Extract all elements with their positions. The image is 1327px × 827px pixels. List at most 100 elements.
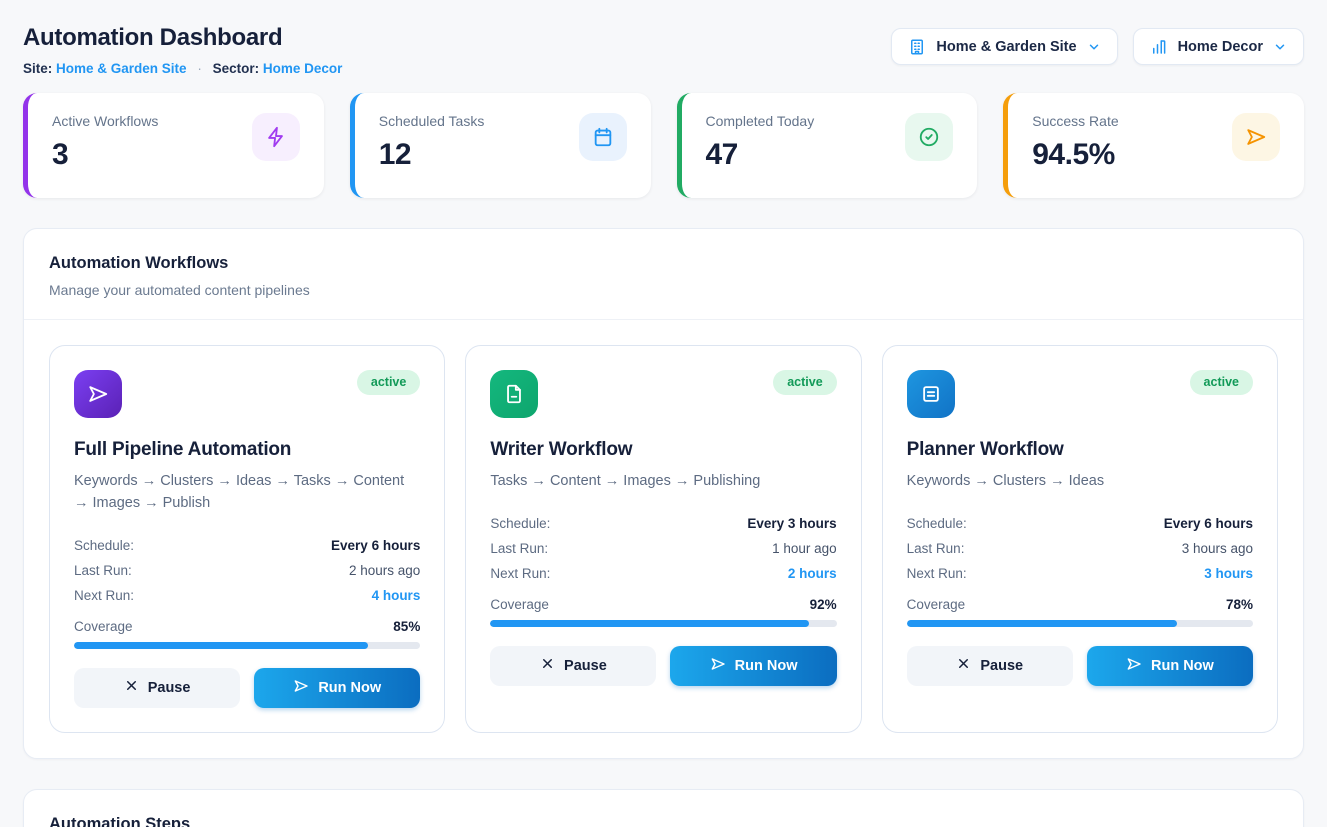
stat-value: 12 (378, 138, 412, 171)
status-badge: active (773, 370, 837, 395)
workflow-card-writer: active Writer Workflow Tasks → Content →… (465, 345, 862, 733)
header-left: Automation Dashboard Site: Home & Garden… (23, 24, 342, 76)
separator-dot: · (197, 61, 202, 76)
coverage-value: 92% (809, 596, 837, 612)
next-run-value: 3 hours (1204, 565, 1253, 581)
site-link[interactable]: Home & Garden Site (56, 61, 187, 76)
header-dropdowns: Home & Garden Site Home Decor (891, 24, 1304, 65)
page-header: Automation Dashboard Site: Home & Garden… (23, 24, 1304, 76)
schedule-label: Schedule: (906, 515, 967, 531)
sector-label: Sector: (212, 61, 260, 76)
last-run-label: Last Run: (906, 540, 965, 556)
last-run-label: Last Run: (490, 540, 549, 556)
workflows-section-header: Automation Workflows Manage your automat… (24, 229, 1303, 320)
send-icon (74, 370, 122, 418)
status-badge: active (1189, 370, 1253, 395)
calendar-icon (578, 113, 627, 161)
site-label: Site: (23, 61, 53, 76)
stat-value: 3 (52, 138, 69, 171)
stat-card-completed-today: Completed Today 47 (676, 93, 978, 198)
next-run-value: 4 hours (371, 587, 421, 603)
coverage-progress-fill (490, 619, 809, 627)
pause-button[interactable]: Pause (490, 645, 657, 686)
page-title: Automation Dashboard (23, 24, 283, 51)
schedule-label: Schedule: (490, 515, 551, 531)
coverage-progress-bar (74, 641, 421, 649)
stat-card-scheduled-tasks: Scheduled Tasks 12 (349, 93, 651, 198)
pause-button[interactable]: Pause (906, 645, 1073, 686)
send-icon (293, 678, 309, 698)
workflow-description: Keywords → Clusters → Ideas → Tasks → Co… (74, 473, 405, 511)
last-run-value: 2 hours ago (349, 562, 421, 578)
lightning-icon (251, 113, 300, 161)
workflow-card-planner: active Planner Workflow Keywords → Clust… (881, 345, 1278, 733)
schedule-value: Every 6 hours (331, 537, 421, 553)
run-now-button[interactable]: Run Now (254, 667, 421, 708)
next-run-label: Next Run: (74, 587, 135, 603)
stat-card-active-workflows: Active Workflows 3 (23, 93, 324, 198)
stat-label: Scheduled Tasks (378, 113, 485, 129)
file-text-icon (490, 370, 539, 418)
workflow-card-full-pipeline: active Full Pipeline Automation Keywords… (49, 345, 446, 733)
site-selector-dropdown[interactable]: Home & Garden Site (891, 28, 1118, 65)
coverage-progress-fill (74, 641, 369, 649)
automation-workflows-section: Automation Workflows Manage your automat… (23, 228, 1304, 759)
stat-label: Success Rate (1032, 113, 1119, 129)
send-icon (1232, 113, 1280, 161)
steps-section-header: Automation Steps Configure which steps a… (24, 790, 1303, 827)
x-icon (124, 678, 139, 697)
stat-value: 94.5% (1032, 138, 1115, 171)
journal-icon (906, 370, 955, 418)
schedule-value: Every 3 hours (747, 515, 837, 531)
coverage-label: Coverage (74, 618, 133, 634)
x-icon (540, 656, 555, 675)
status-badge: active (356, 370, 421, 395)
workflow-description: Tasks → Content → Images → Publishing (490, 473, 761, 489)
workflow-description: Keywords → Clusters → Ideas (906, 473, 1105, 489)
chevron-down-icon (1087, 40, 1101, 54)
run-now-button[interactable]: Run Now (1086, 645, 1253, 686)
stat-label: Active Workflows (52, 113, 159, 129)
workflow-title: Writer Workflow (490, 439, 633, 460)
sector-link[interactable]: Home Decor (262, 61, 343, 76)
workflow-title: Planner Workflow (906, 439, 1064, 460)
bar-chart-icon (1150, 38, 1168, 56)
last-run-value: 3 hours ago (1181, 540, 1253, 556)
stat-value: 47 (705, 138, 739, 171)
workflows-section-title: Automation Workflows (49, 254, 229, 272)
coverage-progress-bar (906, 619, 1253, 627)
schedule-label: Schedule: (74, 537, 135, 553)
stat-card-success-rate: Success Rate 94.5% (1003, 93, 1304, 198)
send-icon (710, 656, 726, 676)
stat-label: Completed Today (705, 113, 815, 129)
workflows-section-subtitle: Manage your automated content pipelines (49, 282, 310, 298)
coverage-label: Coverage (490, 596, 549, 612)
coverage-label: Coverage (906, 596, 966, 612)
site-selector-label: Home & Garden Site (936, 38, 1077, 55)
check-circle-icon (905, 113, 954, 161)
steps-section-title: Automation Steps (49, 814, 191, 827)
next-run-label: Next Run: (906, 565, 967, 581)
automation-steps-section: Automation Steps Configure which steps a… (23, 788, 1304, 827)
last-run-value: 1 hour ago (772, 540, 837, 556)
coverage-progress-fill (906, 619, 1177, 627)
next-run-label: Next Run: (490, 565, 551, 581)
send-icon (1126, 656, 1142, 676)
run-now-button[interactable]: Run Now (670, 645, 837, 686)
workflow-cards-grid: active Full Pipeline Automation Keywords… (24, 320, 1303, 758)
stats-row: Active Workflows 3 Scheduled Tasks 12 Co… (23, 93, 1304, 198)
coverage-value: 78% (1225, 596, 1253, 612)
last-run-label: Last Run: (74, 562, 132, 578)
coverage-progress-bar (490, 619, 837, 627)
coverage-value: 85% (393, 618, 421, 634)
next-run-value: 2 hours (787, 565, 837, 581)
pause-button[interactable]: Pause (74, 667, 241, 708)
x-icon (956, 656, 971, 675)
sector-selector-label: Home Decor (1177, 38, 1263, 55)
sector-selector-dropdown[interactable]: Home Decor (1132, 28, 1304, 65)
schedule-value: Every 6 hours (1163, 515, 1253, 531)
workflow-title: Full Pipeline Automation (74, 439, 292, 460)
chevron-down-icon (1273, 40, 1287, 54)
breadcrumb: Site: Home & Garden Site · Sector: Home … (23, 61, 342, 76)
